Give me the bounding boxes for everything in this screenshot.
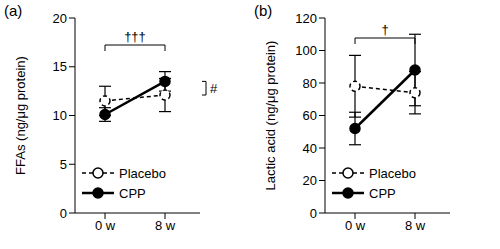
svg-text:60: 60 (303, 108, 317, 123)
svg-text:20: 20 (53, 11, 67, 26)
html-text:CPP: CPP (369, 185, 396, 201)
svg-text:40: 40 (303, 141, 317, 156)
svg-text:(b): (b) (254, 2, 272, 19)
svg-text:0 w: 0 w (95, 218, 116, 233)
svg-text:FFAs (ng/μg protein): FFAs (ng/μg protein) (13, 56, 28, 175)
svg-text:8 w: 8 w (155, 218, 176, 233)
svg-text:0: 0 (310, 206, 317, 221)
html-text:CPP: CPP (119, 185, 146, 201)
html-text:Placebo: Placebo (119, 165, 166, 181)
html-text:Placebo: Placebo (369, 165, 416, 181)
svg-text:5: 5 (60, 157, 67, 172)
svg-text:0: 0 (60, 206, 67, 221)
svg-text:120: 120 (295, 11, 317, 26)
svg-text:20: 20 (303, 173, 317, 188)
svg-text:10: 10 (53, 108, 67, 123)
svg-text:15: 15 (53, 59, 67, 74)
svg-text:†††: ††† (124, 29, 146, 44)
svg-text:Lactic acid (ng/μg protein): Lactic acid (ng/μg protein) (263, 41, 278, 191)
svg-text:#: # (210, 81, 218, 96)
svg-text:0 w: 0 w (345, 218, 366, 233)
svg-text:8 w: 8 w (405, 218, 426, 233)
svg-text:80: 80 (303, 76, 317, 91)
svg-text:100: 100 (295, 43, 317, 58)
svg-text:†: † (381, 22, 388, 37)
svg-text:(a): (a) (8, 2, 22, 19)
